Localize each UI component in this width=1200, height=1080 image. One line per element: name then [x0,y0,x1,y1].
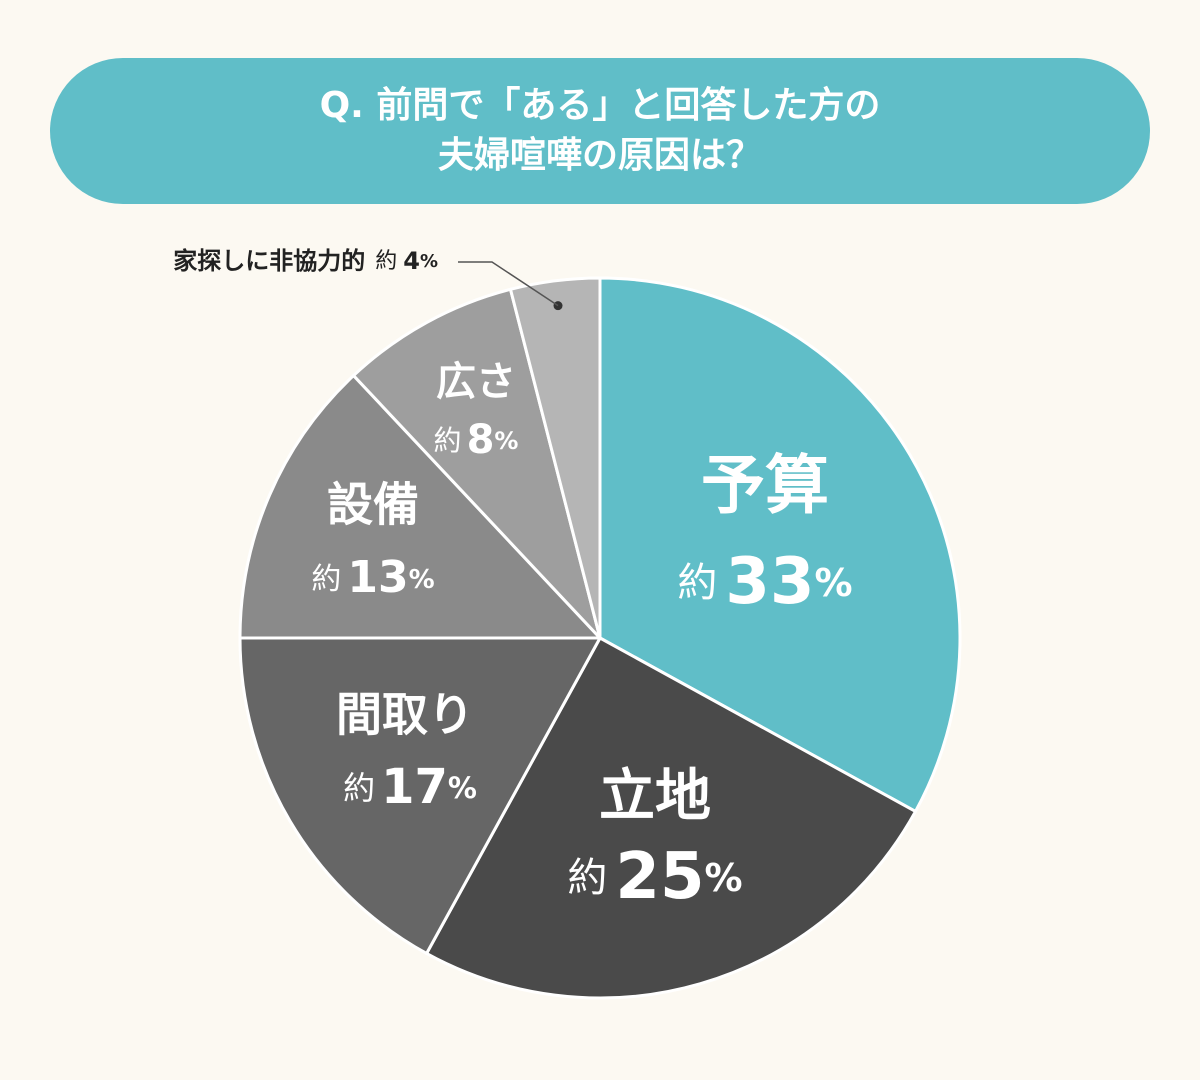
slice-label-5: 広さ [436,359,516,405]
pie-slice-5 [352,287,602,640]
pie-slice-1 [598,276,962,813]
pie-slice-3 [238,636,602,955]
slice-label-4: 設備 [327,478,419,532]
question-title-line-2: 夫婦喧嘩の原因は？ [437,135,762,176]
pie-slices [238,276,962,1000]
pie-slice-2 [425,636,917,1000]
slice-label-1: 予算 [701,450,829,524]
question-title-banner: Q. 前問で「ある」と回答した方の 夫婦喧嘩の原因は？ [50,58,1150,204]
pie-labels: 予算約 33% 立地約 25% 間取り約 17% 設備約 13% 広さ約 8% 家探しに非協力的約 4… [173,247,852,914]
slice-value-1: 約 33% [677,545,852,619]
slice-value-2: 約 25% [567,840,742,914]
question-title-line-1: Q. 前問で「ある」と回答した方の [319,85,881,126]
slice-label-3: 間取り [336,688,474,742]
pie-slice-6 [508,276,602,640]
slice-value-5: 約 8% [434,417,519,463]
slice-value-3: 約 17% [343,759,477,815]
callout-line [458,261,559,307]
slice-value-4: 約 13% [311,552,434,603]
pie-slice-4 [238,374,602,640]
callout-label: 家探しに非協力的約 4% [173,247,438,275]
slice-label-2: 立地 [599,764,711,829]
